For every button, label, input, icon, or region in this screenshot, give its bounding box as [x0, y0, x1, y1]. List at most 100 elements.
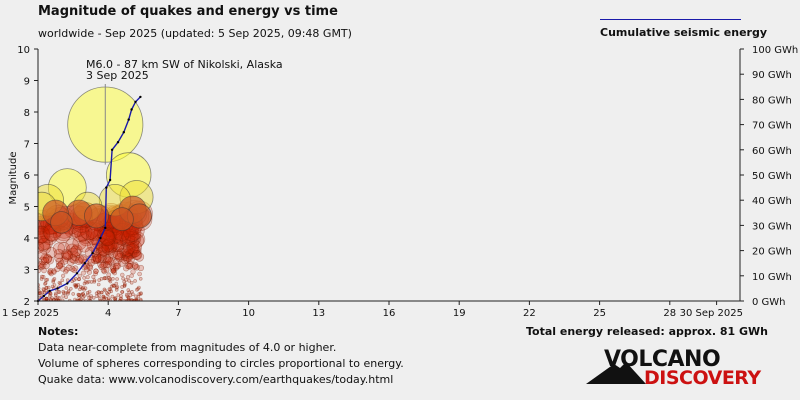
small-quake-circle: [103, 256, 112, 265]
small-quake-circle: [63, 266, 70, 273]
small-quake-circle: [100, 235, 115, 250]
small-quake-circle: [53, 293, 58, 297]
small-quake-circle: [120, 285, 124, 289]
small-quake-circle: [77, 277, 81, 282]
y-tick-label: 2: [24, 297, 30, 308]
small-quake-circle: [82, 287, 86, 292]
small-quake-circle: [40, 253, 50, 263]
small-quake-circle: [130, 269, 136, 275]
small-quake-circle: [85, 290, 90, 295]
small-quake-circle: [76, 292, 81, 297]
small-quake-circle: [67, 247, 79, 259]
small-quake-circle: [130, 298, 134, 301]
energy-point: [83, 262, 87, 265]
small-quake-circle: [86, 264, 94, 271]
small-quake-circle: [97, 293, 101, 298]
small-quake-circle: [39, 277, 44, 281]
small-quake-circle: [101, 294, 106, 299]
small-quake-circle: [38, 226, 51, 244]
small-quake-circle: [81, 295, 85, 300]
small-quake-circle: [129, 298, 134, 301]
energy-point: [108, 178, 112, 182]
small-quake-circle: [80, 286, 85, 291]
small-quake-circle: [114, 262, 121, 270]
small-quake-circle: [79, 292, 84, 297]
small-quake-circle: [120, 272, 125, 278]
small-quake-circle: [122, 248, 134, 259]
small-quake-circle: [112, 264, 120, 271]
small-quake-circle: [38, 256, 47, 265]
small-quake-circle: [100, 260, 109, 269]
small-quake-circle: [126, 295, 131, 300]
small-quake-circle: [43, 281, 48, 285]
small-quake-circle: [42, 290, 47, 295]
small-quake-circle: [110, 268, 117, 274]
small-quake-circle: [42, 262, 50, 270]
small-quake-circle: [87, 296, 91, 300]
small-quake-circle: [120, 250, 131, 261]
small-quake-circle: [107, 287, 112, 291]
small-quake-circle: [96, 246, 108, 258]
energy-point: [75, 272, 79, 275]
small-quake-circle: [45, 256, 54, 265]
x-tick-label: 22: [523, 308, 536, 319]
small-quake-circle: [83, 279, 88, 284]
small-quake-circle: [108, 233, 124, 249]
small-quake-circle: [44, 288, 48, 293]
small-quake-circle: [51, 279, 56, 284]
y-tick-label: 7: [24, 140, 30, 151]
small-quake-circle: [101, 295, 106, 299]
small-quake-circle: [43, 282, 47, 286]
small-quake-circle: [81, 285, 85, 290]
small-quake-circle: [53, 297, 58, 301]
small-quake-circle: [74, 284, 78, 289]
x-tick-label: 10: [242, 308, 255, 319]
small-quake-circle: [103, 235, 118, 250]
small-quake-circle: [52, 298, 56, 301]
small-quake-circle: [124, 292, 129, 297]
small-quake-circle: [72, 283, 77, 287]
small-quake-circle: [124, 262, 132, 270]
small-quake-circle: [122, 265, 130, 272]
small-quake-circle: [108, 279, 113, 284]
small-quake-circle: [123, 252, 133, 262]
small-quake-circle: [137, 271, 142, 277]
small-quake-circle: [77, 239, 91, 253]
small-quake-circle: [108, 298, 112, 301]
x-tick-label: 19: [453, 308, 466, 319]
small-quake-circle: [38, 263, 45, 271]
energy-point: [56, 287, 59, 290]
small-quake-circle: [104, 240, 118, 253]
small-quake-circle: [118, 296, 123, 301]
small-quake-circle: [44, 296, 49, 301]
small-quake-circle: [127, 278, 131, 283]
small-quake-circle: [115, 253, 125, 263]
large-quake-circles: [38, 86, 154, 234]
y2-tick-label: 90 GWh: [752, 70, 792, 81]
small-quake-circle: [107, 275, 111, 280]
small-quake-circle: [104, 253, 114, 263]
small-quake-circle: [127, 247, 139, 258]
energy-point: [99, 236, 102, 240]
energy-point: [91, 251, 94, 255]
y2-tick-label: 0 GWh: [752, 297, 786, 308]
small-quake-circle: [138, 292, 143, 296]
logo-text-volcano: VOLCANO: [604, 347, 720, 372]
small-quake-circle: [131, 263, 139, 270]
small-quake-circle: [99, 290, 104, 295]
small-quake-circle: [78, 230, 95, 247]
small-quake-circle: [133, 279, 137, 283]
small-quake-circle: [91, 274, 96, 279]
small-quake-circle: [105, 291, 109, 295]
small-quake-circle: [126, 241, 140, 254]
small-quake-circle: [50, 296, 54, 300]
small-quake-circle: [66, 289, 71, 293]
small-quake-circle: [120, 232, 136, 248]
small-quake-circle: [93, 268, 99, 274]
energy-point: [122, 131, 126, 134]
small-quake-circle: [83, 286, 88, 291]
small-quake-circle: [111, 267, 117, 274]
small-quake-circle: [104, 260, 112, 268]
small-quake-circle: [98, 296, 102, 301]
small-quake-circle: [41, 274, 46, 279]
